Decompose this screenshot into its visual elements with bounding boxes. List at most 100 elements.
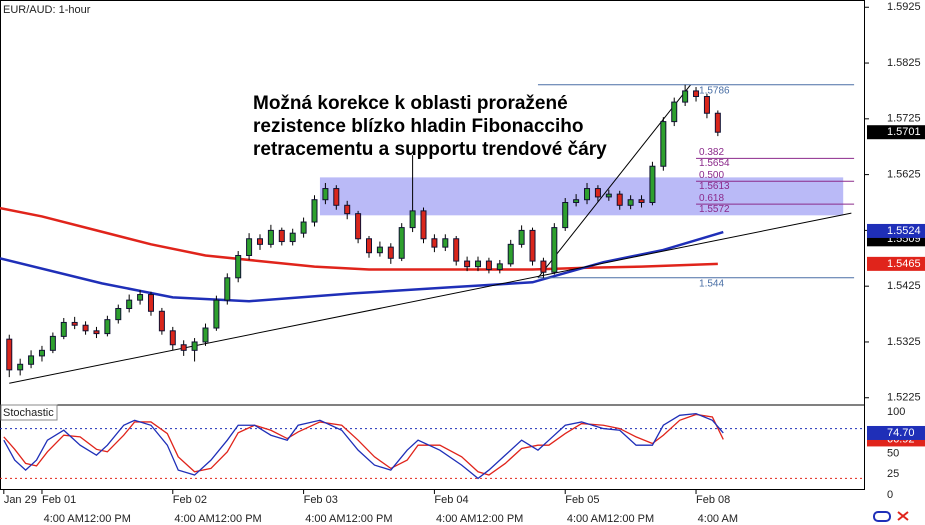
x-tick-label: 4:00 AM — [44, 513, 84, 525]
x-tick-label: 12:00 PM — [84, 513, 131, 525]
x-tick-label: 4:00 AM — [567, 513, 607, 525]
candle-body — [420, 210, 427, 240]
candle-body — [191, 341, 198, 351]
candle-body — [169, 330, 176, 346]
stoch-tick-label: 0 — [887, 489, 893, 501]
chart-title: EUR/AUD: 1-hour — [3, 4, 91, 16]
candle-body — [529, 229, 536, 262]
y-tick-label: 1.5325 — [887, 336, 921, 348]
candle-body — [180, 344, 187, 351]
candle-body — [322, 188, 329, 201]
y-tick-label: 1.5825 — [887, 57, 921, 69]
trendline — [537, 84, 691, 279]
candle-body — [104, 319, 111, 335]
x-tick-label: 12:00 PM — [607, 513, 654, 525]
candle-body — [300, 221, 307, 234]
candle-body — [660, 121, 667, 167]
price-tag — [867, 256, 925, 271]
candle-body — [17, 363, 24, 371]
plot-frame — [0, 0, 865, 490]
stoch-label-bg — [0, 404, 58, 421]
x-tick-label: Feb 08 — [696, 494, 730, 506]
candle-body — [202, 327, 209, 343]
candle-body — [649, 165, 656, 203]
candle-body — [638, 199, 645, 203]
fib-price: 1.544 — [699, 278, 724, 289]
fib-ratio: 0.618 — [699, 193, 724, 204]
y-tick-label: 1.5925 — [887, 1, 921, 13]
candle-body — [703, 96, 710, 114]
y-tick-label: 1.5225 — [887, 392, 921, 404]
candle-body — [235, 254, 242, 279]
candle-body — [344, 204, 351, 215]
candle-body — [256, 238, 263, 245]
x-tick-label: 4:00 AM — [174, 513, 214, 525]
candle-body — [355, 213, 362, 240]
x-tick-label: 12:00 PM — [215, 513, 262, 525]
candle-body — [398, 227, 405, 259]
candle-body — [584, 188, 591, 201]
candle-body — [475, 260, 482, 268]
candle-body — [224, 277, 231, 301]
candle-body — [594, 188, 601, 198]
candle-body — [115, 307, 122, 321]
price-tag-label: 1.5701 — [887, 126, 921, 138]
y-tick-label: 1.5725 — [887, 113, 921, 125]
corner-icons — [873, 511, 909, 522]
candle-body — [442, 238, 449, 248]
candle-body — [551, 227, 558, 273]
zone — [319, 177, 844, 216]
close-icon[interactable] — [897, 511, 909, 521]
price-tag — [867, 125, 925, 140]
title-bg — [1, 1, 97, 18]
x-tick-label: Feb 05 — [565, 494, 599, 506]
link-icon[interactable] — [873, 511, 891, 522]
fib-price: 1.5786 — [699, 85, 730, 96]
candle-body — [213, 299, 220, 329]
x-tick-label: 12:00 PM — [345, 513, 392, 525]
y-tick-label: 1.5425 — [887, 280, 921, 292]
candle-body — [671, 101, 678, 123]
price-tag-label: 1.5465 — [887, 258, 921, 270]
candle-body — [540, 260, 547, 273]
candle-body — [38, 349, 45, 357]
fib-price: 1.5613 — [699, 181, 730, 192]
candle-body — [71, 321, 78, 326]
stoch-tick-label: 25 — [887, 468, 899, 480]
candle-body — [518, 229, 525, 245]
candle-body — [28, 355, 35, 365]
x-tick-label: Feb 04 — [434, 494, 468, 506]
candle-body — [333, 188, 340, 206]
x-tick-label: Feb 01 — [42, 494, 76, 506]
candle-body — [387, 246, 394, 259]
stoch-line — [3, 413, 724, 476]
candle-body — [485, 260, 492, 270]
x-tick-label: 4:00 AM — [305, 513, 345, 525]
candle-body — [431, 238, 438, 248]
x-tick-label: Feb 02 — [173, 494, 207, 506]
candle-body — [573, 199, 580, 203]
candle-body — [714, 112, 721, 133]
candle-body — [627, 199, 634, 206]
candle-body — [126, 299, 133, 309]
fib-price: 1.5654 — [699, 158, 730, 169]
price-tag-label: 1.5524 — [887, 225, 921, 237]
candle-body — [137, 294, 144, 301]
candle-body — [6, 338, 13, 371]
candle-body — [562, 202, 569, 229]
x-tick-label: 4:00 AM — [436, 513, 476, 525]
x-tick-label: 4:00 AM — [698, 513, 738, 525]
candle-body — [289, 232, 296, 243]
candle-body — [147, 294, 154, 312]
candle-body — [682, 90, 689, 103]
stoch-line — [3, 412, 724, 480]
annotation-line: Možná korekce k oblasti proražené — [253, 93, 568, 114]
candle-body — [82, 324, 89, 332]
price-tag — [867, 223, 925, 238]
x-tick-label: 12:00 PM — [476, 513, 523, 525]
candle-body — [366, 238, 373, 254]
candle-body — [376, 246, 383, 254]
price-tag-label: 74.70 — [887, 427, 915, 439]
candle-body — [693, 90, 700, 98]
